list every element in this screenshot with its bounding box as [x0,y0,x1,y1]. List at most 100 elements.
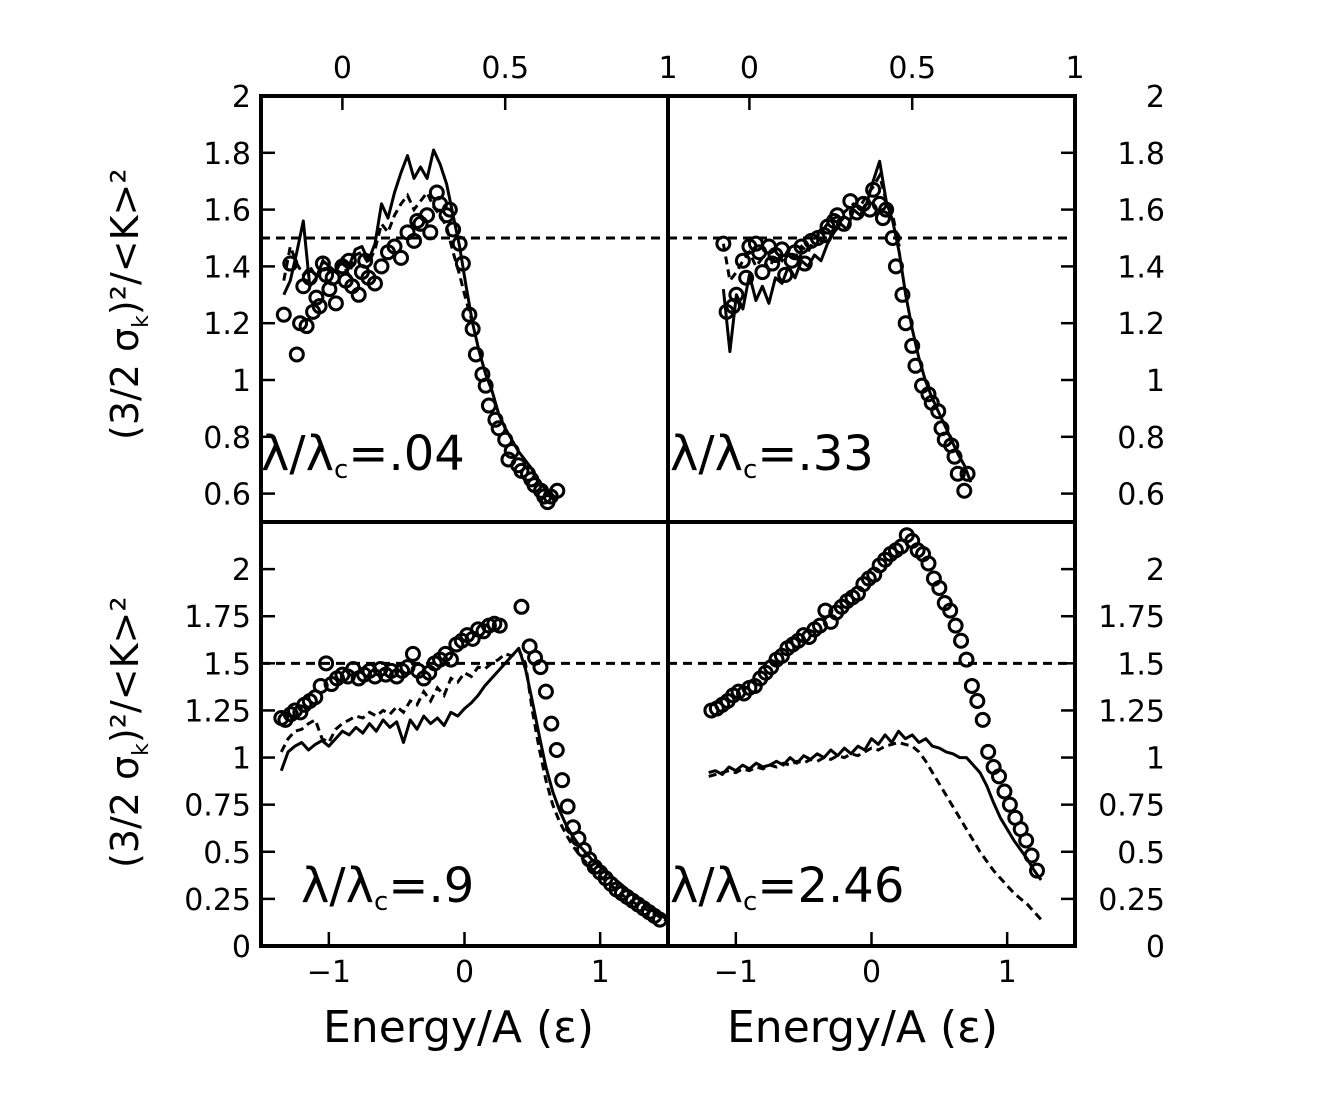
y-tick-label: 2 [1146,80,1165,115]
data-point [958,651,975,668]
data-point [373,258,390,275]
data-point [318,655,335,672]
y-tick-label: 1 [1146,364,1165,399]
y-tick-label: 0.6 [203,478,251,513]
data-point [963,677,980,694]
data-point [406,232,423,249]
solid-curve [721,159,973,483]
y-tick-label: 1.6 [203,194,251,229]
y-tick-label: 1.75 [184,600,251,635]
data-point [969,693,986,710]
y-axis-title-top: (3/2 σk)²/<K>² [103,168,154,440]
y-tick-label: 1.5 [1117,647,1165,682]
data-point [956,482,973,499]
data-point [874,210,891,227]
x-axis-title-right: Energy/A (ε) [727,1002,998,1053]
data-point [327,295,344,312]
data-point [884,230,901,246]
data-point [920,555,937,572]
y-tick-label: 1.2 [203,307,251,342]
series-group [715,159,976,499]
y-tick-label: 1.2 [1117,307,1165,342]
panel-bottom-left: 0 0.25 0.5 0.75 1 1.25 1.5 1.75 2 −1 0 1 λ/λc=.9 [184,520,670,990]
x-tick-label: 1 [998,955,1017,990]
panel-label-main: λ/λ [301,858,374,914]
data-point [282,706,299,723]
data-point [894,286,911,303]
plot-layer: 0.60.811.21.41.61.820 0.5 1λ/λc=.040.60.81… [184,51,1165,990]
data-point [991,768,1008,785]
panel-label-value: =.04 [348,426,465,482]
data-point [959,465,976,482]
data-point [491,617,508,634]
y-tick-label: 1 [1146,742,1165,777]
panel-label-main: λ/λ [670,426,743,482]
panel-frame [666,520,1077,948]
y-axis-title-bottom: (3/2 σk)²/<K>² [103,596,154,868]
y-tick-label: 0.8 [1117,421,1165,456]
x-tick-label: 0 [862,955,881,990]
series-group [275,148,566,511]
data-point [559,798,576,815]
panel-bottom-right: 0 0.25 0.5 0.75 1 1.25 1.5 1.75 2 −1 0 1 λ/λc=2.46 [666,520,1165,990]
data-point [548,742,565,759]
data-point [312,677,329,694]
y-tick-label: 0.75 [1098,789,1165,824]
data-point [996,783,1013,800]
data-point [947,617,964,634]
data-point [288,346,305,363]
x-tick-label: 1 [591,955,610,990]
x-tick-label: 0 [455,955,474,990]
panel-top-left: 0.6 0.8 1 1.2 1.4 1.6 1.8 2 0 0.5 1 λ/λc=.04 [203,51,678,524]
x-tick-label: 1 [1065,51,1084,86]
panel-label-value: =.33 [757,426,874,482]
x-tick-label: −1 [714,955,758,990]
data-point [477,377,494,394]
dashed-curve [721,171,901,285]
data-point [549,482,566,499]
panel-label: λ/λc=2.46 [670,858,904,917]
panel-top-right: 0.6 0.8 1 1.2 1.4 1.6 1.8 2 0 0.5 1 λ/λc=.33 [666,51,1165,524]
data-point [386,238,403,255]
y-tick-label: 1.8 [203,137,251,172]
y-tick-label: 1.75 [1098,600,1165,635]
dashed-curve [708,740,1043,921]
y-tick-label: 2 [232,553,251,588]
data-point [513,598,530,615]
data-point [980,743,997,760]
data-point [974,711,991,728]
y-tick-label: 0.5 [1117,836,1165,871]
x-axis-title-left: Energy/A (ε) [323,1002,594,1053]
dashed-curve [279,647,668,923]
data-point [393,249,410,266]
data-point [419,207,436,224]
solid-curve [282,148,558,501]
panel-label-sub: c [374,887,388,917]
data-point [1018,832,1035,849]
data-point [404,645,421,662]
data-point [532,659,549,676]
data-point [311,298,328,315]
data-point [442,651,459,668]
y-tick-label: 1.25 [1098,694,1165,729]
panel-label-value: =.9 [388,858,474,914]
y-tick-label: 1.25 [184,694,251,729]
y-tick-label: 1.4 [203,250,251,285]
data-point [537,683,554,700]
data-point [953,632,970,649]
y-tick-label: 1.4 [1117,250,1165,285]
panel-label: λ/λc=.33 [670,426,874,485]
y-tick-label: 0.25 [1098,883,1165,918]
y-tick-label: 0.25 [184,883,251,918]
x-tick-label: 0 [740,51,759,86]
data-point [949,465,966,482]
panel-label: λ/λc=.04 [261,426,465,485]
y-tick-label: 0.75 [184,789,251,824]
x-tick-label: 0.5 [888,51,936,86]
data-point [942,602,959,619]
y-tick-label: 1.6 [1117,194,1165,229]
x-tick-label: −1 [307,955,351,990]
series-group [273,598,668,928]
data-point [422,224,439,241]
panel-label-sub: c [334,455,348,485]
